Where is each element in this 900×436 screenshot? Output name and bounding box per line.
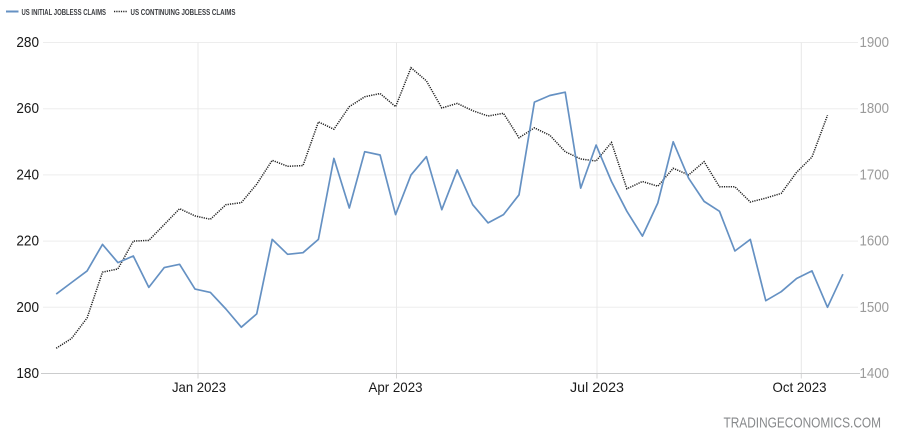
svg-text:1700: 1700 [860, 166, 890, 183]
svg-text:Jul 2023: Jul 2023 [570, 379, 624, 395]
svg-text:1900: 1900 [860, 34, 890, 51]
svg-text:220: 220 [16, 233, 39, 250]
svg-text:200: 200 [16, 299, 39, 316]
svg-text:US CONTINUING JOBLESS CLAIMS: US CONTINUING JOBLESS CLAIMS [131, 8, 237, 17]
svg-text:240: 240 [16, 166, 39, 183]
svg-text:1500: 1500 [860, 299, 890, 316]
svg-text:280: 280 [16, 34, 39, 51]
svg-text:260: 260 [16, 100, 39, 117]
svg-text:1600: 1600 [860, 233, 890, 250]
svg-text:1800: 1800 [860, 100, 890, 117]
svg-text:1400: 1400 [860, 365, 890, 382]
svg-text:Jan 2023: Jan 2023 [172, 379, 226, 395]
svg-text:US INITIAL JOBLESS CLAIMS: US INITIAL JOBLESS CLAIMS [22, 8, 107, 17]
svg-text:180: 180 [16, 365, 39, 382]
svg-text:Apr 2023: Apr 2023 [369, 379, 423, 395]
svg-text:Oct 2023: Oct 2023 [773, 379, 827, 395]
svg-text:TRADINGECONOMICS.COM: TRADINGECONOMICS.COM [724, 414, 882, 431]
